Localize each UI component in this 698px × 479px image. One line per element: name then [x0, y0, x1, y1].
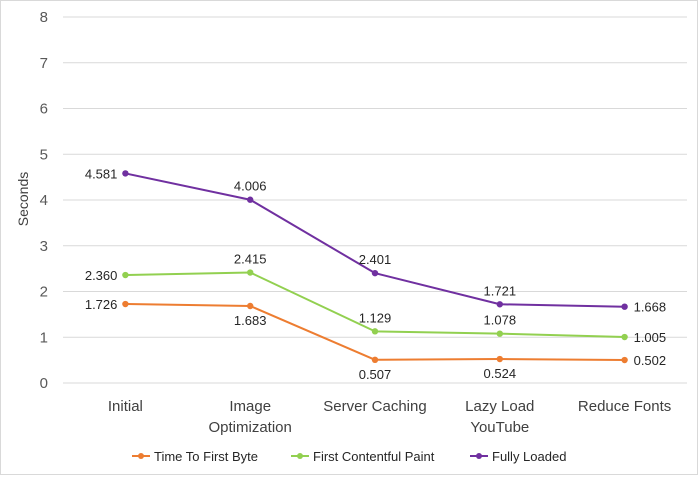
- y-tick-label: 5: [40, 146, 48, 163]
- legend-label: Time To First Byte: [154, 449, 258, 464]
- data-point: [122, 271, 129, 279]
- data-label: 4.581: [85, 166, 118, 181]
- gridlines: [63, 16, 687, 384]
- y-tick-label: 3: [40, 238, 48, 255]
- data-point: [371, 328, 379, 335]
- data-labels: 1.726 1.683 0.507 0.524 0.502 2.360 2.415 1.129…: [85, 166, 666, 381]
- y-axis-title: Seconds: [15, 172, 31, 226]
- data-label: 2.360: [85, 268, 118, 283]
- x-category-label: Initial: [108, 398, 143, 415]
- data-label: 0.502: [634, 353, 667, 368]
- data-point: [496, 301, 503, 308]
- legend-label: First Contentful Paint: [313, 449, 435, 464]
- data-point: [371, 269, 379, 277]
- data-label: 1.078: [484, 313, 517, 328]
- data-label: 1.683: [234, 313, 267, 328]
- data-point: [496, 330, 503, 337]
- data-label: 2.415: [234, 252, 267, 267]
- x-category-label: YouTube: [470, 419, 529, 436]
- x-category-label: Optimization: [209, 419, 292, 436]
- data-point: [621, 333, 628, 341]
- data-point: [496, 355, 503, 363]
- data-point: [247, 269, 254, 276]
- y-tick-label: 6: [40, 101, 48, 118]
- data-point: [122, 170, 129, 177]
- series-group: [122, 170, 628, 364]
- data-label: 0.507: [359, 367, 392, 382]
- data-label: 1.721: [484, 283, 517, 298]
- y-tick-label: 0: [40, 375, 48, 392]
- data-label: 1.005: [634, 330, 667, 345]
- x-category-label: Image: [229, 398, 271, 415]
- data-label: 1.726: [85, 297, 118, 312]
- data-point: [247, 196, 254, 203]
- y-tick-label: 4: [40, 192, 48, 209]
- legend-marker-0: [138, 453, 144, 459]
- x-category-label: Server Caching: [323, 398, 426, 415]
- data-point: [247, 302, 254, 310]
- series-line-2: [125, 172, 625, 308]
- legend: Time To First Byte First Contentful Paint…: [132, 449, 566, 464]
- y-tick-labels: 0 1 2 3 4 5 6 7 8: [40, 9, 48, 392]
- x-category-labels: Initial Image Optimization Server Caching La…: [108, 398, 671, 436]
- legend-label: Fully Loaded: [492, 449, 566, 464]
- y-tick-label: 8: [40, 9, 48, 26]
- data-label: 4.006: [234, 179, 267, 194]
- data-label: 0.524: [484, 366, 517, 381]
- data-point: [621, 303, 628, 310]
- y-tick-label: 1: [40, 329, 48, 346]
- legend-marker-1: [297, 453, 303, 459]
- x-category-label: Lazy Load: [465, 398, 534, 415]
- y-tick-label: 2: [40, 284, 48, 301]
- data-point: [621, 356, 628, 364]
- data-label: 1.129: [359, 310, 392, 325]
- x-category-label: Reduce Fonts: [578, 398, 671, 415]
- data-label: 2.401: [359, 252, 392, 267]
- data-label: 1.668: [634, 300, 667, 315]
- data-point: [122, 300, 129, 308]
- legend-marker-2: [476, 453, 482, 459]
- y-tick-label: 7: [40, 55, 48, 72]
- data-point: [371, 356, 379, 364]
